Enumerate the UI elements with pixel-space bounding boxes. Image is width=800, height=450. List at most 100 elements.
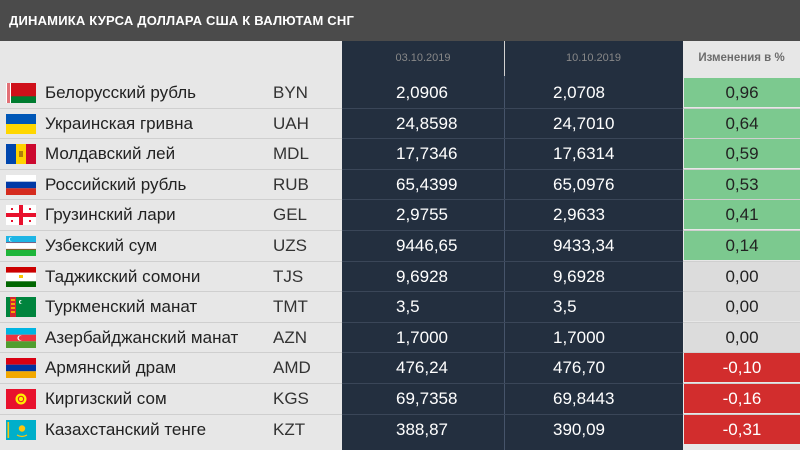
rate-date-2: 2,0708 <box>553 83 605 102</box>
russia-flag-icon <box>6 174 36 195</box>
change-value: 0,64 <box>725 113 759 133</box>
rate-date-1: 65,4399 <box>396 174 458 194</box>
rate-date-1: 24,8598 <box>396 113 458 133</box>
rate-date-1: 1,7000 <box>396 327 448 347</box>
currency-name: Молдавский лей <box>45 144 176 164</box>
currency-name: Казахстанский тенге <box>45 419 207 439</box>
change-cell-bg <box>684 353 800 383</box>
values-panel <box>342 41 683 450</box>
change-value: -0,16 <box>722 388 762 408</box>
belarus-flag-icon <box>6 83 36 103</box>
table-row: Белорусский рубль BYN 2,0906 2,0708 0,96 <box>0 78 800 109</box>
rate-date-1: 2,9755 <box>396 205 448 225</box>
currency-code: UZS <box>273 235 307 255</box>
table-body: Белорусский рубль BYN 2,0906 2,0708 0,96 Укра… <box>0 78 800 445</box>
azerbaijan-flag-icon <box>6 327 36 348</box>
currency-name: Украинская гривна <box>45 113 193 133</box>
rate-date-2: 9433,34 <box>553 235 615 255</box>
kyrgyzstan-flag-icon <box>6 388 36 409</box>
row-divider-dark <box>342 260 683 262</box>
header-change: Изменения в % <box>698 52 785 64</box>
rate-date-2: 69,8443 <box>553 388 615 408</box>
armenia-flag-icon <box>6 358 36 379</box>
change-cell-bg <box>684 200 800 230</box>
column-separator <box>504 41 505 450</box>
row-divider-dark <box>342 199 683 201</box>
table-row: Российский рубль RUB 65,4399 65,0976 0,53 <box>0 169 800 201</box>
currency-name: Армянский драм <box>45 358 177 378</box>
header-separator <box>504 41 505 76</box>
georgia-flag-icon <box>6 205 36 226</box>
change-cell-bg <box>684 292 800 322</box>
currency-code: TMT <box>273 297 308 317</box>
row-divider-dark <box>342 107 683 109</box>
currency-name: Узбекский сум <box>45 235 158 255</box>
table-row: Казахстанский тенге KZT 388,87 390,09 -0,31 <box>0 414 800 446</box>
rate-date-2: 390,09 <box>553 419 605 439</box>
change-value: 0,59 <box>725 144 759 164</box>
row-divider-dark <box>342 413 683 415</box>
currency-code: TJS <box>273 266 304 286</box>
change-cell-bg <box>684 322 800 352</box>
rate-date-2: 65,0976 <box>553 174 615 194</box>
table-row: Узбекский сум UZS 9446,65 9433,34 0,14 <box>0 230 800 262</box>
change-value: -0,10 <box>722 358 762 378</box>
row-divider-dark <box>342 382 683 384</box>
currency-code: KGS <box>273 388 309 408</box>
rate-date-2: 24,7010 <box>553 113 615 133</box>
rate-date-2: 17,6314 <box>553 144 615 164</box>
rate-date-1: 69,7358 <box>396 388 458 408</box>
change-cell-bg <box>684 383 800 413</box>
currency-name: Киргизский сом <box>45 388 167 408</box>
change-cell-bg <box>684 261 800 291</box>
currency-name: Белорусский рубль <box>45 83 197 102</box>
currency-code: MDL <box>273 144 309 164</box>
row-divider-dark <box>342 168 683 170</box>
change-value: 0,14 <box>725 235 759 255</box>
currency-code: GEL <box>273 205 308 225</box>
currency-code: UAH <box>273 113 309 133</box>
currency-name: Туркменский манат <box>45 297 198 317</box>
table-row: Киргизский сом KGS 69,7358 69,8443 -0,16 <box>0 383 800 415</box>
currency-name: Таджикский сомони <box>45 266 201 286</box>
change-value: 0,00 <box>725 327 759 347</box>
table-row: Таджикский сомони TJS 9,6928 9,6928 0,00 <box>0 261 800 293</box>
rate-date-1: 17,7346 <box>396 144 458 164</box>
page-title: ДИНАМИКА КУРСА ДОЛЛАРА США К ВАЛЮТАМ СНГ <box>0 0 800 41</box>
row-divider-dark <box>342 321 683 323</box>
change-value: 0,96 <box>725 83 759 102</box>
kazakhstan-flag-icon <box>6 419 36 440</box>
turkmenistan-flag-icon <box>6 297 36 318</box>
tajikistan-flag-icon <box>6 266 36 287</box>
currency-name: Российский рубль <box>45 174 187 194</box>
table-row: Армянский драм AMD 476,24 476,70 -0,10 <box>0 353 800 384</box>
currency-name: Грузинский лари <box>45 205 176 225</box>
currency-code: BYN <box>273 83 308 102</box>
table-header: 03.10.2019 10.10.2019 Изменения в % <box>0 41 800 76</box>
moldova-flag-icon <box>6 144 36 165</box>
table-row: Туркменский манат TMT 3,5 3,5 0,00 <box>0 292 800 323</box>
currency-code: AZN <box>273 327 307 347</box>
table-row: Азербайджанский манат AZN 1,7000 1,7000 0,00 <box>0 322 800 354</box>
change-cell-bg <box>684 78 800 107</box>
table-row: Украинская гривна UAH 24,8598 24,7010 0,64 <box>0 108 800 140</box>
change-value: 0,00 <box>725 266 759 286</box>
rate-date-1: 9446,65 <box>396 235 458 255</box>
change-cell-bg <box>684 230 800 260</box>
change-cell-bg <box>684 169 800 199</box>
rate-date-2: 3,5 <box>553 297 577 317</box>
rate-date-2: 1,7000 <box>553 327 605 347</box>
currency-code: AMD <box>273 358 311 378</box>
change-cell-bg <box>684 414 800 444</box>
uzbekistan-flag-icon <box>6 235 36 256</box>
header-date-1: 03.10.2019 <box>395 52 451 64</box>
rate-date-1: 2,0906 <box>396 83 448 102</box>
rate-date-2: 2,9633 <box>553 205 605 225</box>
change-value: 0,41 <box>725 205 759 225</box>
row-divider-dark <box>342 138 683 140</box>
row-divider-dark <box>342 229 683 231</box>
rate-date-1: 388,87 <box>396 419 448 439</box>
rate-date-1: 9,6928 <box>396 266 448 286</box>
change-value: 0,53 <box>725 174 759 194</box>
change-value: 0,00 <box>725 297 759 317</box>
